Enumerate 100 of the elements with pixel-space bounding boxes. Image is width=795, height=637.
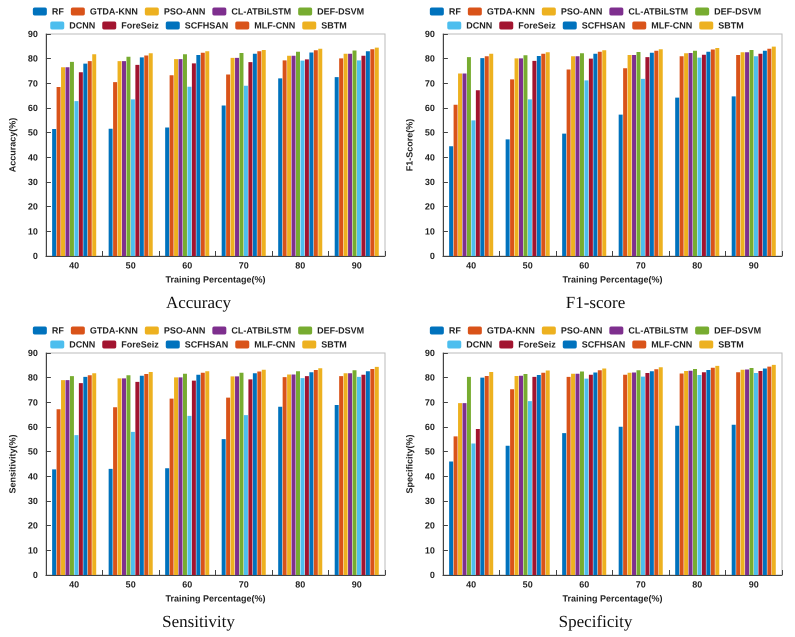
bar xyxy=(480,377,484,574)
bar xyxy=(296,370,300,574)
bar xyxy=(532,376,536,574)
bar xyxy=(618,426,623,574)
y-tick-label: 80 xyxy=(424,372,435,382)
bar xyxy=(740,369,745,574)
legend-label: RF xyxy=(52,6,64,16)
bar xyxy=(640,376,645,574)
bar xyxy=(688,370,693,574)
bar xyxy=(658,366,663,574)
x-tick-label: 90 xyxy=(352,260,362,270)
y-tick-label: 20 xyxy=(424,520,435,530)
bar xyxy=(489,371,494,574)
x-tick-label: 60 xyxy=(182,579,192,589)
y-tick-label: 60 xyxy=(28,103,38,113)
bar xyxy=(182,54,187,256)
bar xyxy=(706,52,710,256)
bar xyxy=(370,49,374,256)
x-tick-label: 80 xyxy=(692,579,702,589)
bar xyxy=(528,99,532,256)
bar xyxy=(514,375,519,574)
y-tick-label: 50 xyxy=(28,446,38,456)
legend-label: SBTM xyxy=(718,20,744,30)
y-tick-label: 10 xyxy=(424,226,435,236)
bar xyxy=(706,370,710,574)
bar xyxy=(519,58,523,256)
bar xyxy=(528,400,532,574)
bar xyxy=(580,371,584,574)
legend-label: RF xyxy=(52,325,64,335)
bar xyxy=(750,368,754,574)
x-tick-label: 90 xyxy=(748,260,759,270)
bar xyxy=(304,376,309,574)
x-tick-label: 70 xyxy=(636,260,646,270)
bar xyxy=(576,373,580,574)
bar xyxy=(165,127,170,256)
legend-label: SBTM xyxy=(718,339,744,349)
bar xyxy=(182,373,187,574)
bar xyxy=(684,53,688,256)
bar xyxy=(462,402,466,574)
x-tick-label: 40 xyxy=(466,260,476,270)
bar xyxy=(318,48,322,256)
bar xyxy=(178,59,183,256)
legend-label: CL-ATBiLSTM xyxy=(628,325,688,335)
legend-label: RF xyxy=(448,6,462,16)
bar xyxy=(675,98,680,256)
bar xyxy=(92,54,96,256)
x-tick-label: 80 xyxy=(692,260,702,270)
y-tick-label: 0 xyxy=(32,251,38,261)
bar xyxy=(576,56,580,256)
bar xyxy=(314,50,318,256)
legend-label: DCNN xyxy=(466,339,492,349)
y-tick-label: 70 xyxy=(28,396,38,407)
bar xyxy=(300,378,304,574)
bar xyxy=(510,79,514,256)
bar xyxy=(262,369,266,574)
bar xyxy=(287,374,292,574)
bar xyxy=(536,56,541,256)
bar xyxy=(144,373,148,574)
bar xyxy=(126,374,130,574)
bar xyxy=(248,62,252,256)
x-tick-label: 50 xyxy=(522,260,533,270)
bar xyxy=(318,368,322,574)
bar xyxy=(196,54,200,256)
bar xyxy=(108,468,113,574)
bar xyxy=(352,370,357,574)
bar xyxy=(140,375,144,574)
bar xyxy=(226,74,230,256)
bar xyxy=(126,56,130,256)
bar xyxy=(235,58,240,256)
bar xyxy=(732,424,736,574)
bar xyxy=(239,372,244,574)
bar xyxy=(374,48,379,256)
bar xyxy=(640,78,645,256)
bar xyxy=(541,54,546,256)
bar xyxy=(571,373,576,574)
bar xyxy=(339,376,344,574)
y-tick-label: 70 xyxy=(28,78,38,88)
bar xyxy=(697,374,702,574)
bar xyxy=(187,86,192,256)
bar xyxy=(83,64,88,256)
bar xyxy=(61,67,66,256)
text: Accuracy xyxy=(166,293,232,312)
legend-label: CL-ATBiLSTM xyxy=(231,6,292,16)
bar xyxy=(562,432,566,574)
x-tick-label: 80 xyxy=(295,579,306,589)
bar xyxy=(244,86,248,256)
bar xyxy=(278,78,282,256)
bar xyxy=(546,52,550,256)
bar xyxy=(650,370,654,574)
bar xyxy=(257,51,262,256)
bar xyxy=(715,365,720,574)
bar xyxy=(200,52,205,256)
bar xyxy=(262,50,266,256)
bar xyxy=(715,48,720,256)
bar xyxy=(200,372,205,574)
bar xyxy=(593,54,598,256)
legend-label: DCNN xyxy=(466,20,492,30)
bar xyxy=(74,101,78,256)
legend-label: DEF-DSVM xyxy=(714,6,762,16)
bar xyxy=(61,380,66,574)
